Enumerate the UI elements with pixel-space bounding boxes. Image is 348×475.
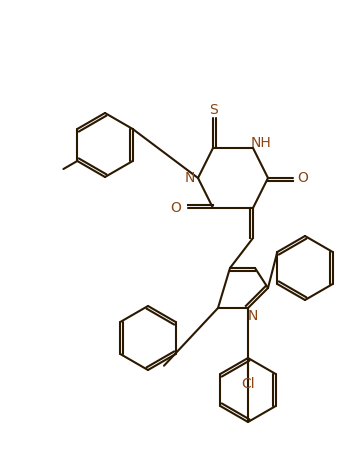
Text: O: O	[171, 201, 181, 215]
Text: N: N	[185, 171, 195, 185]
Text: O: O	[298, 171, 308, 185]
Text: N: N	[248, 309, 258, 323]
Text: S: S	[208, 103, 218, 117]
Text: NH: NH	[251, 136, 271, 150]
Text: Cl: Cl	[241, 377, 255, 391]
